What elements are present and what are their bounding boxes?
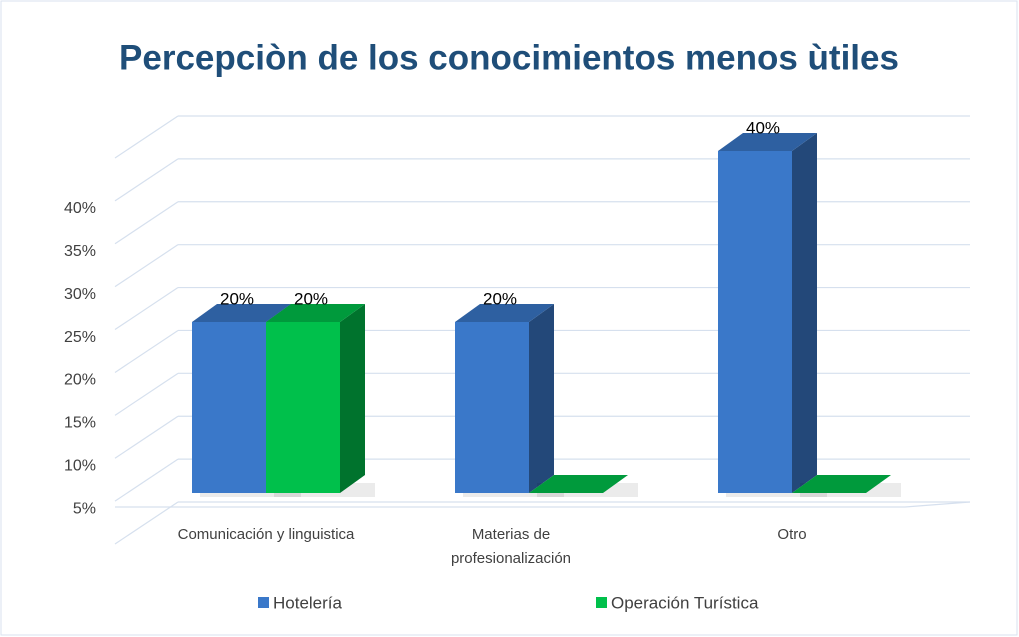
grid-line-side xyxy=(114,458,179,502)
data-label: 20% xyxy=(294,289,328,308)
bar-side xyxy=(529,304,554,493)
grid-line-side xyxy=(114,201,179,245)
bar-front xyxy=(266,322,340,493)
bar-front xyxy=(718,151,792,493)
bar-top xyxy=(529,475,628,493)
bar-side xyxy=(340,304,365,493)
x-tick-label: Comunicación y linguistica xyxy=(177,526,355,543)
x-tick-label: Otro xyxy=(777,526,807,543)
bar-front xyxy=(455,322,529,493)
chart-title: Percepciòn de los conocimientos menos ùt… xyxy=(119,38,899,77)
legend-label: Operación Turística xyxy=(611,593,759,612)
bar-top xyxy=(792,475,891,493)
data-label: 20% xyxy=(220,289,254,308)
grid-line-side xyxy=(114,244,179,288)
y-tick-label: 25% xyxy=(64,329,96,346)
bar xyxy=(529,475,638,497)
bar xyxy=(455,304,564,497)
bar-top xyxy=(192,304,291,322)
grid-line-side xyxy=(114,501,179,545)
data-label: 20% xyxy=(483,289,517,308)
legend-label: Hotelería xyxy=(273,593,343,612)
grid-line-side xyxy=(114,287,179,331)
bar-top xyxy=(718,133,817,151)
bar-top xyxy=(266,304,365,322)
grid-line-side xyxy=(114,158,179,202)
grid-line-side xyxy=(114,372,179,416)
y-tick-label: 30% xyxy=(64,286,96,303)
grid-line-side xyxy=(114,415,179,459)
grid-line-side xyxy=(114,329,179,373)
grid-line-side xyxy=(114,115,179,159)
bar xyxy=(718,133,827,497)
data-label: 40% xyxy=(746,118,780,137)
y-tick-label: 10% xyxy=(64,457,96,474)
y-tick-label: 40% xyxy=(64,200,96,217)
y-tick-label: 35% xyxy=(64,243,96,260)
legend-swatch xyxy=(258,597,269,608)
floor-edge xyxy=(904,501,971,508)
y-tick-label: 20% xyxy=(64,372,96,389)
y-tick-label: 5% xyxy=(73,500,96,517)
bar-front xyxy=(192,322,266,493)
x-tick-label: Materias de profesionalización xyxy=(450,526,572,567)
legend-swatch xyxy=(596,597,607,608)
bar xyxy=(792,475,901,497)
bar-top xyxy=(455,304,554,322)
y-tick-label: 15% xyxy=(64,415,96,432)
bar xyxy=(266,304,375,497)
bar-side xyxy=(792,133,817,493)
